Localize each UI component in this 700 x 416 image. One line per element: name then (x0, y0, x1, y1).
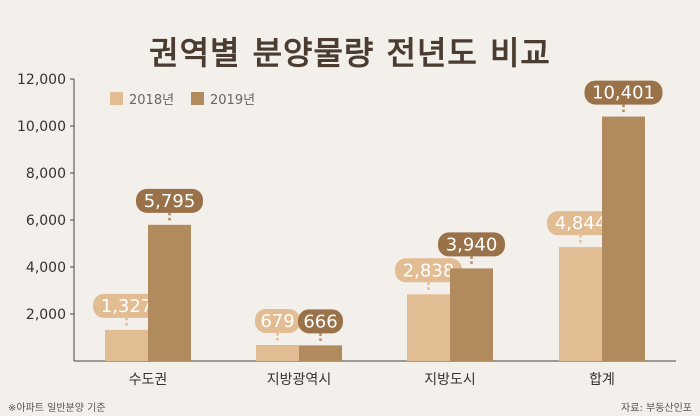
x-category-label: 지방광역시 (267, 372, 331, 388)
bar-2018 (256, 345, 299, 361)
x-category-label: 합계 (589, 372, 615, 388)
chart-title: 권역별 분양물량 전년도 비교 (149, 34, 551, 72)
data-label-2019: 666 (303, 311, 337, 332)
data-label-pill (298, 309, 343, 334)
data-label-2019: 10,401 (592, 83, 655, 104)
data-label-pill (547, 211, 614, 236)
bar-2018 (407, 294, 450, 361)
footnote: ※아파트 일반분양 기준 (8, 403, 106, 414)
data-label-2018: 679 (260, 311, 294, 332)
data-label-pill (93, 293, 160, 318)
bar-2019 (602, 116, 645, 361)
data-label-2018: 2,838 (403, 260, 455, 281)
y-tick-label: 2,000 (26, 307, 66, 323)
bar-2019 (299, 345, 342, 361)
x-category-label: 수도권 (129, 372, 168, 388)
y-tick-label: 10,000 (17, 119, 66, 135)
x-category-label: 지방도시 (424, 372, 476, 388)
data-label-2019: 5,795 (144, 191, 196, 212)
legend-swatch-2018 (110, 92, 123, 105)
data-label-pill (584, 80, 663, 105)
data-label-pill (255, 309, 300, 334)
bar-2019 (148, 224, 191, 361)
y-tick-label: 8,000 (26, 166, 66, 182)
data-label-2019: 3,940 (446, 234, 498, 255)
y-tick-label: 12,000 (17, 72, 66, 88)
legend-label-2019: 2019년 (210, 93, 255, 108)
y-tick-label: 4,000 (26, 260, 66, 276)
bar-2018 (105, 329, 148, 361)
data-label-pill (136, 188, 203, 213)
bar-2018 (559, 247, 602, 361)
data-label-2018: 4,844 (555, 213, 607, 234)
legend-swatch-2019 (191, 92, 204, 105)
data-label-2018: 1,327 (101, 296, 153, 317)
data-label-pill (395, 258, 462, 283)
data-label-pill (438, 232, 505, 257)
legend-label-2018: 2018년 (129, 93, 174, 108)
source-note: 자료: 부동산인포 (621, 403, 692, 414)
bar-2019 (450, 268, 493, 361)
y-tick-label: 6,000 (26, 213, 66, 229)
